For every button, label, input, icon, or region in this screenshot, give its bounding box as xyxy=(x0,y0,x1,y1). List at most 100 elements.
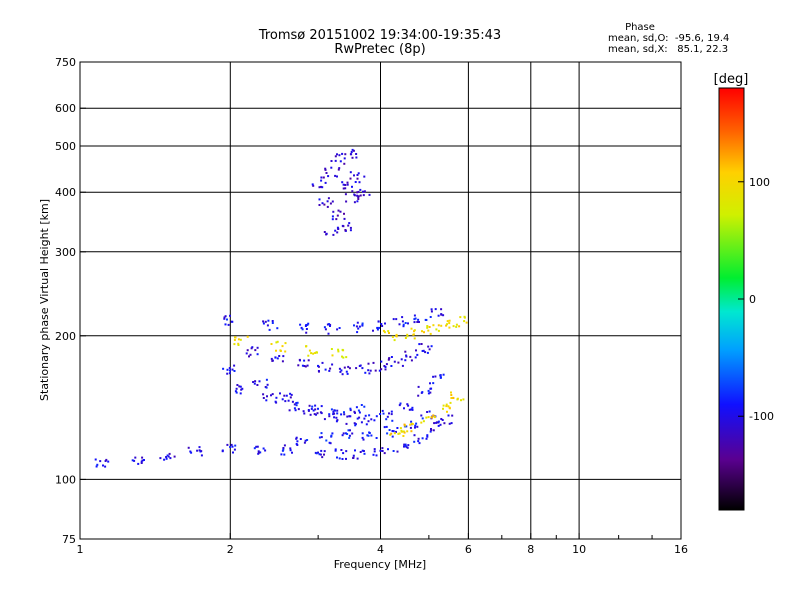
data-point xyxy=(432,324,435,327)
data-point xyxy=(329,323,332,326)
data-point xyxy=(133,459,136,462)
data-point xyxy=(250,347,253,350)
data-point xyxy=(140,462,143,464)
data-point xyxy=(396,427,399,429)
data-point xyxy=(427,392,430,395)
data-point xyxy=(383,426,386,429)
data-point xyxy=(328,441,331,444)
data-point xyxy=(430,308,433,311)
data-point xyxy=(381,409,384,412)
data-point xyxy=(345,200,348,203)
data-point xyxy=(361,449,364,452)
data-point xyxy=(380,323,383,325)
y-tick-label: 200 xyxy=(55,330,76,343)
data-point xyxy=(399,427,402,430)
data-point xyxy=(351,156,354,159)
data-point xyxy=(370,434,373,437)
data-point xyxy=(397,361,400,364)
data-point xyxy=(323,231,326,233)
data-point xyxy=(387,358,390,361)
data-point xyxy=(455,325,458,328)
data-point xyxy=(392,450,395,452)
data-point xyxy=(337,209,340,212)
data-point xyxy=(337,348,340,351)
data-point xyxy=(346,372,349,375)
data-point xyxy=(265,386,268,389)
data-point xyxy=(437,314,440,317)
y-tick-label: 300 xyxy=(55,246,76,259)
data-point xyxy=(427,416,430,419)
data-point xyxy=(329,367,332,370)
data-point xyxy=(395,318,398,321)
data-point xyxy=(363,190,366,193)
data-point xyxy=(429,391,432,394)
data-point xyxy=(398,404,401,407)
data-point xyxy=(303,412,306,415)
data-point xyxy=(417,440,420,443)
data-point xyxy=(372,361,375,364)
data-point xyxy=(336,412,339,415)
data-point xyxy=(348,436,351,439)
data-point xyxy=(238,385,241,388)
data-point xyxy=(381,325,384,327)
data-point xyxy=(320,412,323,415)
data-point xyxy=(405,425,408,428)
data-point xyxy=(414,424,417,427)
data-point xyxy=(442,407,444,410)
data-point xyxy=(314,404,317,407)
data-point xyxy=(393,432,396,435)
data-point xyxy=(99,460,102,463)
data-point xyxy=(233,448,236,451)
data-point xyxy=(295,437,298,440)
data-point xyxy=(299,323,302,326)
data-point xyxy=(237,342,240,345)
data-point xyxy=(351,148,354,151)
data-point xyxy=(406,430,409,433)
data-point xyxy=(378,326,381,329)
data-point xyxy=(401,364,404,367)
data-point xyxy=(344,432,347,435)
data-point xyxy=(445,324,448,327)
data-point xyxy=(347,365,350,368)
data-point xyxy=(448,322,451,325)
data-point xyxy=(312,409,315,412)
y-tick-label: 500 xyxy=(55,140,76,153)
data-point xyxy=(228,372,231,375)
data-point xyxy=(140,460,143,463)
data-point xyxy=(321,456,324,459)
data-point xyxy=(318,453,321,456)
data-point xyxy=(388,429,391,431)
data-point xyxy=(268,328,271,331)
data-point xyxy=(344,153,347,156)
data-point xyxy=(345,457,347,460)
data-point xyxy=(325,233,328,236)
data-point xyxy=(350,153,353,156)
data-point xyxy=(245,352,248,355)
data-point xyxy=(357,409,360,412)
data-point xyxy=(262,447,265,450)
data-point xyxy=(342,183,345,186)
data-point xyxy=(383,452,386,455)
data-point xyxy=(279,350,282,352)
data-point xyxy=(404,337,407,339)
data-point xyxy=(131,459,134,462)
data-point xyxy=(270,357,273,360)
data-point xyxy=(429,387,432,390)
data-point xyxy=(382,329,385,332)
grid-lines xyxy=(80,62,681,539)
data-point xyxy=(349,407,352,410)
data-point xyxy=(233,370,236,372)
data-point xyxy=(413,321,416,324)
data-point xyxy=(440,313,443,316)
data-point xyxy=(363,405,366,408)
data-point xyxy=(450,422,453,425)
data-point xyxy=(346,181,349,184)
x-axis-label: Frequency [MHz] xyxy=(334,558,426,571)
data-point xyxy=(414,317,417,320)
data-point xyxy=(314,352,317,354)
data-point xyxy=(369,369,372,372)
data-point xyxy=(264,449,267,452)
data-point xyxy=(409,426,412,429)
y-tick-label: 400 xyxy=(55,186,76,199)
data-point xyxy=(433,416,436,419)
